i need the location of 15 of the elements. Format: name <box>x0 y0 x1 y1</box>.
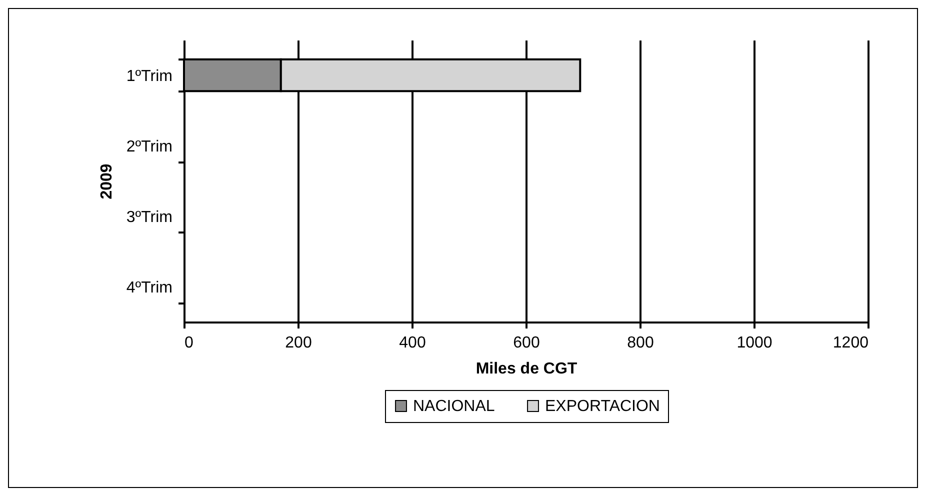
x-tick-label: 200 <box>285 334 312 352</box>
x-tick-label: 600 <box>513 334 540 352</box>
x-tick-label: 1200 <box>832 334 869 352</box>
y-axis-title: 2009 <box>98 164 116 200</box>
legend-label: EXPORTACION <box>545 398 660 415</box>
y-tick-label: 4ºTrim <box>126 279 172 296</box>
x-tick-label: 0 <box>184 334 194 352</box>
x-axis-title: Miles de CGT <box>476 360 578 378</box>
x-tick-label: 1000 <box>736 334 772 352</box>
x-tick-label: 800 <box>627 334 654 352</box>
legend-label: NACIONAL <box>413 398 495 415</box>
x-tick-label: 400 <box>399 334 426 352</box>
y-tick-label: 1ºTrim <box>126 68 172 85</box>
y-tick-label: 2ºTrim <box>126 138 172 156</box>
y-tick-label: 3ºTrim <box>126 208 172 226</box>
